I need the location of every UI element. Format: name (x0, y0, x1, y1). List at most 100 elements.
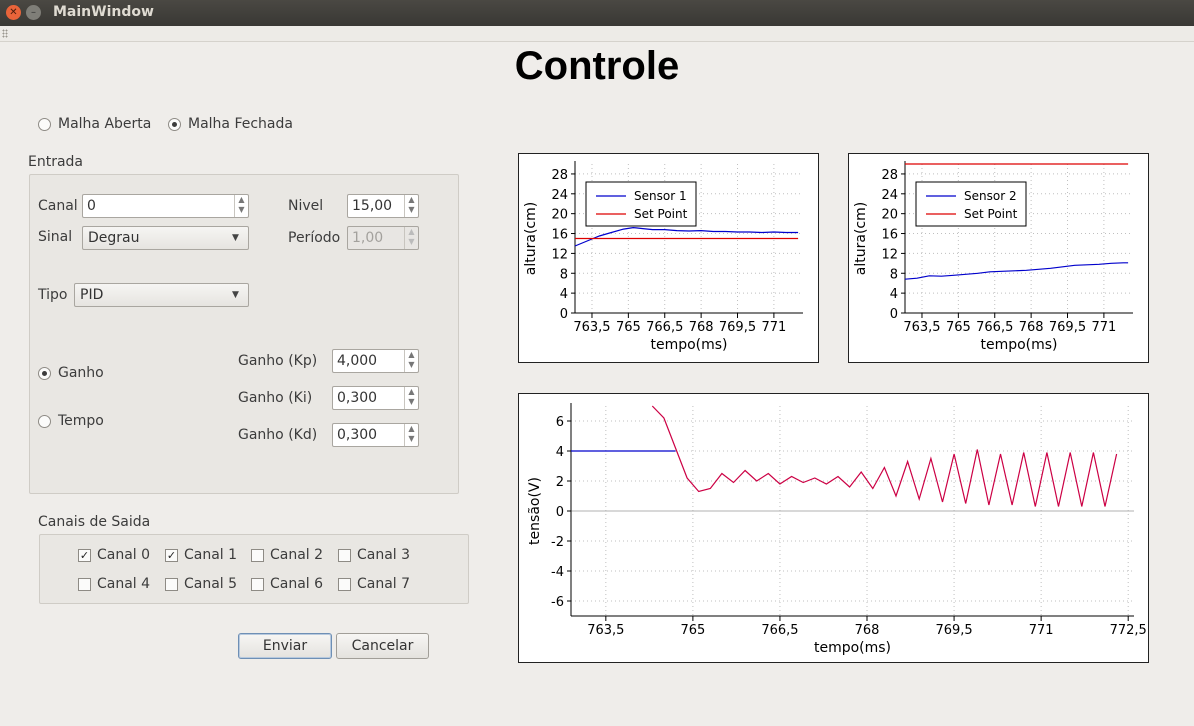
channel-4-checkbox[interactable] (78, 578, 91, 591)
y-tick-label: 28 (551, 168, 568, 183)
y-tick-label: 20 (551, 208, 568, 223)
channel-5-label: Canal 5 (184, 576, 238, 592)
series-line-0 (904, 262, 1129, 280)
chart-voltage-frame: 763,5 765 766,5 768 769,5 771 772,5 -6 -4 -2 0 2 4 6 t… (518, 393, 1149, 663)
nivel-value: 15,00 (352, 198, 393, 214)
y-tick-label: 24 (881, 188, 898, 203)
channel-5-checkbox[interactable] (165, 578, 178, 591)
legend-label-0: Sensor 2 (964, 189, 1017, 203)
series-line-0 (574, 226, 799, 247)
channel-4-label: Canal 4 (97, 576, 151, 592)
open-loop-radio[interactable] (38, 118, 51, 131)
minimize-icon[interactable]: – (26, 5, 41, 20)
channel-6-checkbox[interactable] (251, 578, 264, 591)
cancel-button[interactable]: Cancelar (336, 633, 429, 659)
tipo-chevron-down-icon: ▼ (232, 290, 239, 300)
x-tick-label: 766,5 (761, 623, 798, 638)
chart-sensor1: 763,5 765 766,5 768 769,5 771 0 4 8 12 16 20 24 28 tem… (523, 161, 803, 353)
open-loop-label: Malha Aberta (58, 116, 152, 132)
y-tick-label: 28 (881, 168, 898, 183)
tempo-radio-label: Tempo (58, 413, 104, 429)
y-tick-label: -4 (551, 565, 564, 580)
tempo-radio[interactable] (38, 415, 51, 428)
y-tick-label: 16 (551, 228, 568, 243)
canal-spinner[interactable]: ▲ ▼ (234, 195, 248, 217)
channel-6-label: Canal 6 (270, 576, 324, 592)
channel-7-label: Canal 7 (357, 576, 411, 592)
title-bar (0, 0, 1194, 26)
closed-loop-radio[interactable] (168, 118, 181, 131)
legend-box (585, 181, 697, 227)
y-tick-label: 12 (881, 247, 898, 262)
nivel-label: Nivel (288, 198, 324, 214)
kp-spinner[interactable]: ▲ ▼ (404, 350, 418, 372)
menu-bar (0, 26, 1194, 42)
x-tick-label: 763,5 (573, 320, 610, 335)
channel-1-checkbox[interactable]: ✓ (165, 549, 178, 562)
sinal-value: Degrau (88, 230, 140, 246)
tipo-select[interactable]: PID (74, 283, 249, 307)
y-tick-label: 2 (556, 475, 564, 490)
x-tick-label: 765 (946, 320, 971, 335)
x-tick-label: 766,5 (646, 320, 683, 335)
x-tick-label: 766,5 (976, 320, 1013, 335)
canal-input[interactable]: 0 (82, 194, 249, 218)
x-tick-label: 769,5 (719, 320, 756, 335)
channel-3-label: Canal 3 (357, 547, 411, 563)
channel-0-checkbox[interactable]: ✓ (78, 549, 91, 562)
legend-box (915, 181, 1027, 227)
tipo-label: Tipo (38, 287, 68, 303)
page-title: Controle (514, 44, 680, 88)
channel-0-label: Canal 0 (97, 547, 151, 563)
kd-label: Ganho (Kd) (238, 427, 318, 443)
x-axis-label: tempo(ms) (650, 337, 727, 353)
channel-2-checkbox[interactable] (251, 549, 264, 562)
sinal-select[interactable]: Degrau (82, 226, 249, 250)
ki-value: 0,300 (337, 390, 378, 406)
x-tick-label: 771 (1091, 320, 1116, 335)
channel-1-label: Canal 1 (184, 547, 238, 563)
kd-spinner[interactable]: ▲ ▼ (404, 424, 418, 446)
ganho-radio[interactable] (38, 367, 51, 380)
send-button[interactable]: Enviar (238, 633, 332, 659)
closed-loop-label: Malha Fechada (188, 116, 293, 132)
channel-2-label: Canal 2 (270, 547, 324, 563)
x-tick-label: 768 (1019, 320, 1044, 335)
chart-sensor2-frame: 763,5 765 766,5 768 769,5 771 0 4 8 12 16 20 24 28 tem… (848, 153, 1149, 363)
y-axis-label: altura(cm) (853, 202, 869, 275)
y-tick-label: 20 (881, 208, 898, 223)
y-tick-label: 0 (556, 505, 564, 520)
x-tick-label: 768 (689, 320, 714, 335)
kp-value: 4,000 (337, 353, 378, 369)
canal-value: 0 (87, 198, 96, 214)
periodo-spinner[interactable]: ▲ ▼ (404, 227, 418, 249)
channel-7-checkbox[interactable] (338, 578, 351, 591)
x-tick-label: 769,5 (935, 623, 972, 638)
nivel-spinner[interactable]: ▲ ▼ (404, 195, 418, 217)
y-tick-label: 4 (556, 445, 564, 460)
channel-3-checkbox[interactable] (338, 549, 351, 562)
y-tick-label: 4 (890, 287, 898, 302)
y-tick-label: 8 (890, 267, 898, 282)
periodo-value: 1,00 (352, 230, 384, 246)
legend-label-0: Sensor 1 (634, 189, 687, 203)
x-tick-label: 771 (761, 320, 786, 335)
periodo-input[interactable]: 1,00 (347, 226, 419, 250)
y-tick-label: 24 (551, 188, 568, 203)
x-tick-label: 763,5 (903, 320, 940, 335)
kd-value: 0,300 (337, 427, 378, 443)
y-tick-label: -6 (551, 595, 564, 610)
y-tick-label: 0 (890, 307, 898, 322)
ki-spinner[interactable]: ▲ ▼ (404, 387, 418, 409)
toolbar-grip-icon[interactable] (2, 29, 8, 38)
nivel-input[interactable]: 15,00 (347, 194, 419, 218)
y-tick-label: 16 (881, 228, 898, 243)
x-tick-label: 765 (680, 623, 705, 638)
close-icon[interactable]: ✕ (6, 5, 21, 20)
y-tick-label: 6 (556, 415, 564, 430)
series-line-1 (651, 405, 1118, 507)
ki-label: Ganho (Ki) (238, 390, 313, 406)
y-axis-label: altura(cm) (523, 202, 539, 275)
legend-label-1: Set Point (634, 207, 688, 221)
y-tick-label: 0 (560, 307, 568, 322)
